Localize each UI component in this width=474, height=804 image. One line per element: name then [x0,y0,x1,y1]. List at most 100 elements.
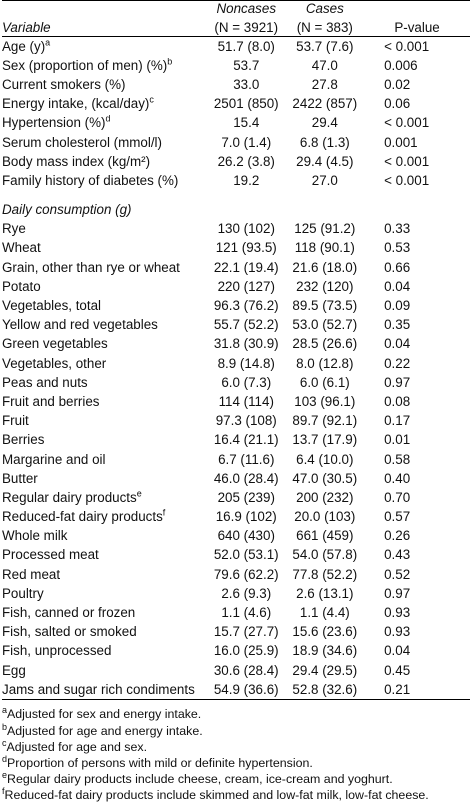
cases-value-text: 28.5 (26.6) [292,336,358,352]
row-label: Processed meat [2,546,207,565]
table-row: Fish, salted or smoked 15.7 (27.7) 15.6 (2… [2,623,470,642]
cases-value: 13.7 (17.9) [286,431,365,450]
footnote: bAdjusted for age and energy intake. [2,723,472,739]
p-value-text: 0.97 [384,374,411,390]
cases-value: 54.0 (57.8) [286,546,365,565]
p-value: 0.17 [364,412,470,431]
cases-value-text: 77.8 (52.2) [292,566,358,582]
row-label-text: Green vegetables [2,336,108,352]
row-label-text: Red meat [2,566,61,582]
row-label: Energy intake, (kcal/day)c [2,95,207,114]
footnote: dProportion of persons with mild or defi… [2,755,472,771]
row-label: Reduced-fat dairy productsf [2,508,207,527]
table-row: Fruit 97.3 (108) 89.7 (92.1) 0.17 [2,412,470,431]
p-value: 0.70 [364,488,470,507]
noncases-title: Noncases [206,0,286,17]
cases-value-text: 29.4 [311,115,338,131]
noncases-value: 53.7 [207,56,286,75]
cases-value-text: 232 (120) [296,278,354,294]
cases-value-text: 89.5 (73.5) [292,298,358,314]
cases-value-text: 200 (232) [296,489,354,505]
noncases-value-text: 97.3 (108) [215,413,277,429]
table-row: Vegetables, total 96.3 (76.2) 89.5 (73.5) 0… [2,296,470,315]
table-row: Energy intake, (kcal/day)c 2501 (850) 2422… [2,95,470,114]
cases-value: 89.5 (73.5) [286,296,365,315]
footnote: cAdjusted for age and sex. [2,739,472,755]
noncases-value-text: 7.0 (1.4) [221,134,272,150]
variable-header: Variable [2,17,207,37]
footnote: aAdjusted for sex and energy intake. [2,706,472,722]
noncases-value-text: 15.4 [233,115,260,131]
noncases-value-text: 1.1 (4.6) [221,605,272,621]
p-value-text: 0.22 [384,355,411,371]
p-value: 0.22 [364,354,470,373]
noncases-value: 130 (102) [207,220,286,239]
cases-value: 53.0 (52.7) [286,316,365,335]
p-value-text: 0.04 [384,278,411,294]
cases-value: 47.0 [286,56,365,75]
p-value-text: 0.93 [384,624,411,640]
footnote-mark: d [105,113,111,124]
noncases-value-text: 15.7 (27.7) [213,624,279,640]
cases-value-text: 53.0 (52.7) [292,317,358,333]
cases-value-text: 2422 (857) [292,96,358,112]
table-row: Butter 46.0 (28.4) 47.0 (30.5) 0.40 [2,469,470,488]
row-label: Yellow and red vegetables [2,316,207,335]
noncases-value: 16.0 (25.9) [207,642,286,661]
row-label-text: Body mass index (kg/m²) [2,153,151,169]
p-value: 0.97 [364,373,470,392]
p-value: 0.66 [364,258,470,277]
p-value-text: 0.04 [384,336,411,352]
table-row: Berries 16.4 (21.1) 13.7 (17.9) 0.01 [2,431,470,450]
p-value-text: < 0.001 [384,153,430,169]
row-label: Fish, salted or smoked [2,623,207,642]
noncases-value: 30.6 (28.4) [207,661,286,680]
table-row: Family history of diabetes (%) 19.2 27.0 < … [2,171,470,190]
cases-value: 89.7 (92.1) [286,412,365,431]
footnote-mark: a [2,706,8,716]
p-value: 0.04 [364,335,470,354]
cases-value-text: 18.9 (34.6) [292,643,358,659]
pvalue-header: P-value [364,17,470,37]
row-label: Butter [2,469,207,488]
table-row: Rye 130 (102) 125 (91.2) 0.33 [2,220,470,239]
cases-value: 47.0 (30.5) [286,469,365,488]
p-value: 0.02 [364,75,470,94]
cases-value-text: 47.0 [311,57,338,73]
cases-value: 118 (90.1) [286,239,365,258]
row-label: Fruit and berries [2,392,207,411]
footnote-text: Proportion of persons with mild or defin… [7,755,313,770]
row-label: Current smokers (%) [2,75,207,94]
table-row: Grain, other than rye or wheat 22.1 (19.4… [2,258,470,277]
noncases-value-text: 26.2 (3.8) [217,153,275,169]
noncases-value-text: 31.8 (30.9) [213,336,279,352]
p-value: 0.001 [364,133,470,152]
row-label-text: Peas and nuts [2,374,88,390]
cases-value: 6.8 (1.3) [286,133,365,152]
noncases-value: 52.0 (53.1) [207,546,286,565]
table-row: Poultry 2.6 (9.3) 2.6 (13.1) 0.97 [2,584,470,603]
row-label: Fruit [2,412,207,431]
header-row-top: Noncases Cases [2,0,470,17]
noncases-value-text: 114 (114) [218,393,274,409]
row-label-text: Margarine and oil [2,451,106,467]
cases-value: 28.5 (26.6) [286,335,365,354]
noncases-value-text: 16.9 (102) [215,509,277,525]
row-label-text: Yellow and red vegetables [2,317,158,333]
row-label: Potato [2,277,207,296]
p-value-text: 0.97 [384,585,411,601]
footnote-mark: a [45,37,51,48]
table-row: Fruit and berries 114 (114) 103 (96.1) 0.08 [2,392,470,411]
row-label: Serum cholesterol (mmol/l) [2,133,207,152]
noncases-value-text: 16.0 (25.9) [213,643,279,659]
p-value: 0.35 [364,316,470,335]
row-label-text: Grain, other than rye or wheat [2,259,180,275]
footnote-text: Reduced-fat dairy products include skimm… [4,788,429,803]
p-value-text: 0.17 [384,413,411,429]
table-row: Regular dairy productse 205 (239) 200 (232… [2,488,470,507]
cases-value: 6.4 (10.0) [286,450,365,469]
table-row: Processed meat 52.0 (53.1) 54.0 (57.8) 0.43 [2,546,470,565]
cases-value-text: 8.0 (12.8) [296,355,354,371]
p-value: 0.57 [364,508,470,527]
p-value: 0.45 [364,661,470,680]
